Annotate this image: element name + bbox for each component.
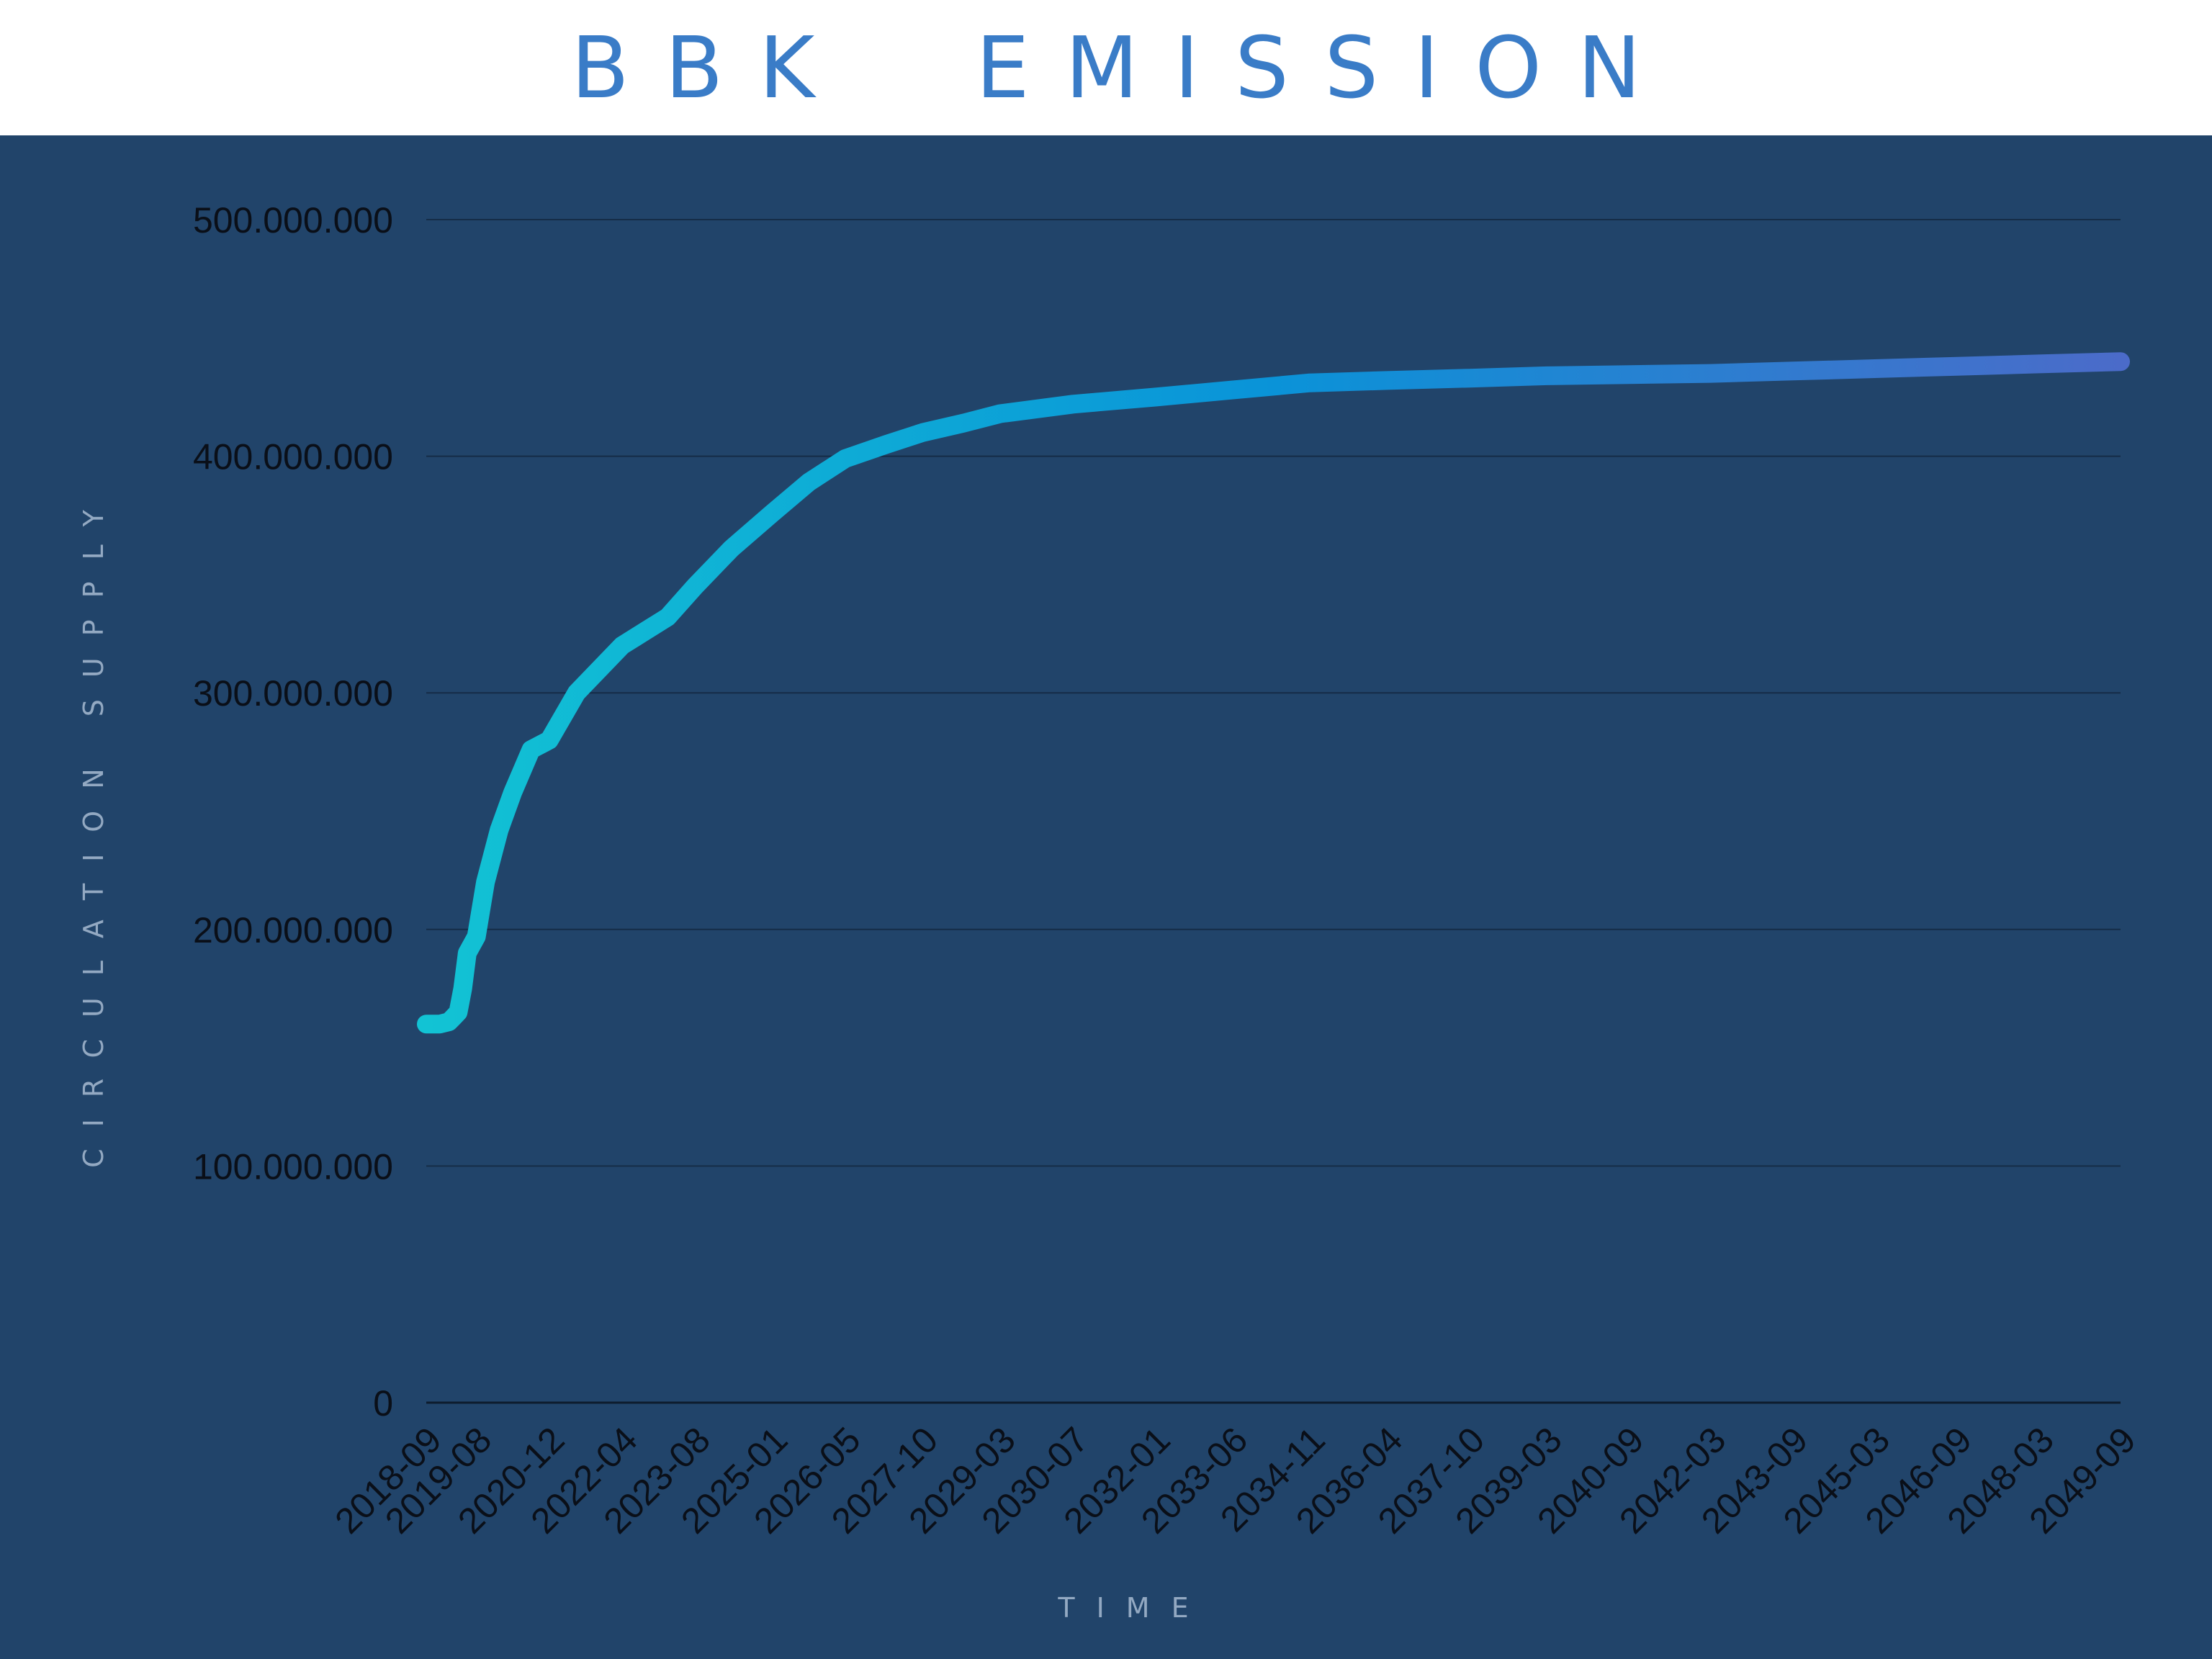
y-tick-label: 0: [373, 1383, 393, 1424]
y-tick-label: 200.000.000: [193, 910, 393, 950]
y-tick-label: 100.000.000: [193, 1146, 393, 1187]
chart-header: BBK EMISSION: [0, 0, 2212, 135]
y-axis-tick-labels: 0 100.000.000 200.000.000 300.000.000 400.00…: [193, 200, 393, 1424]
chart-title: BBK EMISSION: [571, 18, 1677, 117]
x-axis-tick-labels: 2018-092019-082020-122022-042023-082025-…: [327, 1419, 2143, 1541]
chart-panel: 0 100.000.000 200.000.000 300.000.000 400.00…: [0, 135, 2212, 1659]
y-tick-label: 400.000.000: [193, 437, 393, 477]
x-axis-label: TIME: [1057, 1592, 1210, 1624]
gridlines: [426, 219, 2121, 1404]
line-chart: 0 100.000.000 200.000.000 300.000.000 400.00…: [78, 200, 2144, 1624]
y-tick-label: 500.000.000: [193, 200, 393, 240]
y-axis-label: CIRCULATION SUPPLY: [78, 488, 109, 1168]
series-line-circulation-supply: [417, 352, 2130, 1034]
y-tick-label: 300.000.000: [193, 673, 393, 714]
